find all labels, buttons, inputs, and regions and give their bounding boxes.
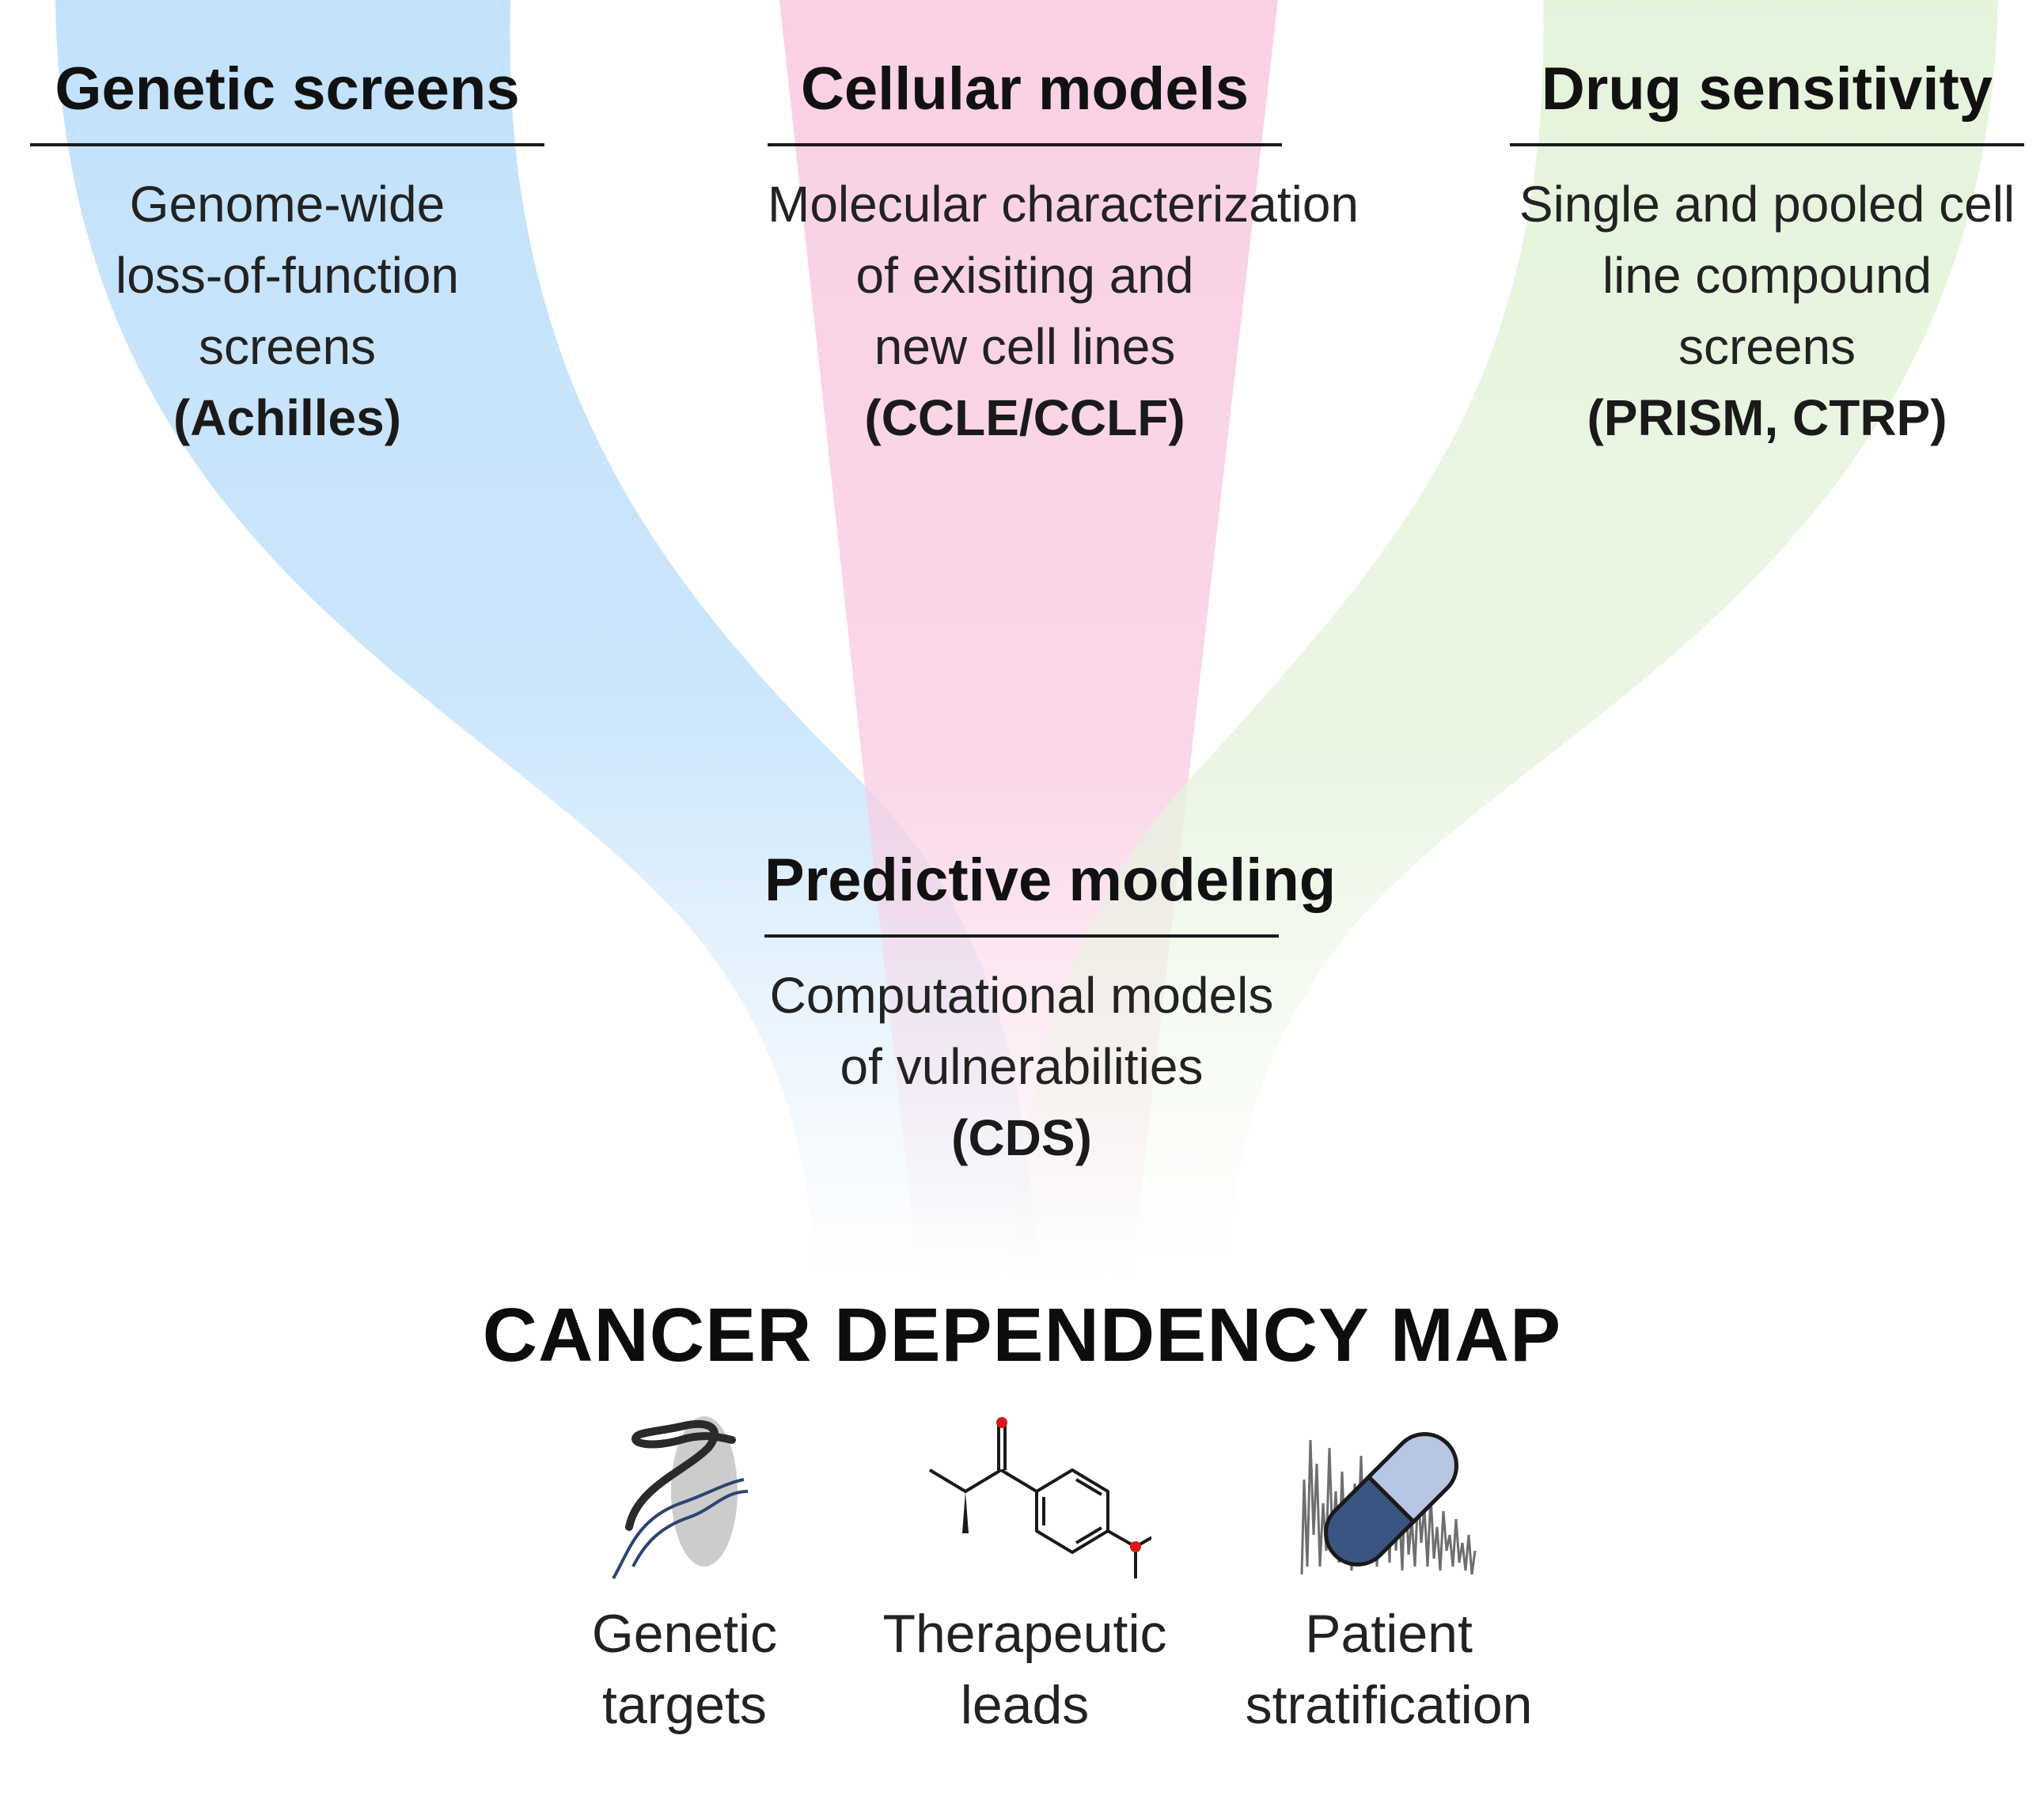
heading-divider <box>1510 143 2024 146</box>
output-label-line: Genetic <box>591 1604 778 1664</box>
output-label-line: stratification <box>1245 1675 1533 1735</box>
molecule-icon <box>928 1417 1151 1578</box>
description-line: screens <box>1678 318 1856 375</box>
output-label: Patient stratification <box>1219 1598 1559 1741</box>
column-cellular-models: Cellular models Molecular characterizati… <box>768 55 1359 453</box>
description-drug-sensitivity: Single and pooled cell line compound scr… <box>1510 169 2024 453</box>
protein-structure-icon <box>612 1416 749 1579</box>
output-label: Genetic targets <box>554 1598 815 1741</box>
output-patient-stratification: Patient stratification <box>1219 1416 1559 1741</box>
description-line: Genome-wide <box>129 176 446 233</box>
output-label-line: Patient <box>1305 1604 1473 1664</box>
description-line: screens <box>198 318 377 375</box>
description-line: Computational models <box>769 967 1274 1024</box>
heading-divider <box>764 934 1279 938</box>
heading-cellular-models: Cellular models <box>801 55 1249 123</box>
description-line: loss-of-function <box>116 247 459 304</box>
pill-signal-icon <box>1300 1432 1477 1575</box>
source-label: (Achilles) <box>173 389 402 446</box>
description-predictive-modeling: Computational models of vulnerabilities … <box>764 960 1279 1173</box>
description-genetic-screens: Genome-wide loss-of-function screens (Ac… <box>30 169 544 453</box>
source-label: (CCLE/CCLF) <box>864 389 1185 446</box>
description-line: Single and pooled cell <box>1519 176 2016 233</box>
heading-genetic-screens: Genetic screens <box>55 55 520 123</box>
output-label: Therapeutic leads <box>878 1598 1171 1741</box>
column-drug-sensitivity: Drug sensitivity Single and pooled cell … <box>1510 59 2024 453</box>
heading-predictive-modeling: Predictive modeling <box>764 847 1337 914</box>
output-label-line: Therapeutic <box>882 1604 1167 1664</box>
output-therapeutic-leads: Therapeutic leads <box>878 1416 1171 1741</box>
column-genetic-screens: Genetic screens Genome-wide loss-of-func… <box>30 59 544 453</box>
description-line: of exisiting and <box>855 247 1194 304</box>
map-title: CANCER DEPENDENCY MAP <box>482 1293 1562 1377</box>
heading-drug-sensitivity: Drug sensitivity <box>1541 55 1993 123</box>
description-line: of vulnerabilities <box>840 1038 1204 1095</box>
description-line: new cell lines <box>874 318 1176 375</box>
output-genetic-targets: Genetic targets <box>554 1416 815 1741</box>
output-label-line: leads <box>960 1675 1090 1735</box>
description-line: line compound <box>1602 247 1932 304</box>
column-predictive-modeling: Predictive modeling Computational models… <box>764 847 1337 1173</box>
description-line: Molecular characterization <box>768 176 1359 233</box>
source-label: (PRISM, CTRP) <box>1587 389 1947 446</box>
heading-divider <box>768 143 1282 146</box>
source-label: (CDS) <box>951 1109 1092 1166</box>
ribbon-drug-sensitivity <box>1013 0 1998 1274</box>
heading-divider <box>30 143 544 146</box>
description-cellular-models: Molecular characterization of exisiting … <box>768 169 1359 453</box>
ribbon-genetic-screens <box>55 0 1037 1274</box>
output-label-line: targets <box>602 1675 767 1735</box>
